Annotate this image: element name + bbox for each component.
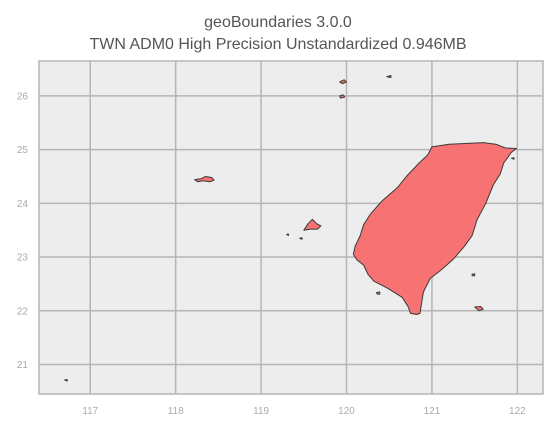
x-tick-label: 122 <box>509 406 526 417</box>
y-tick-label: 24 <box>17 199 29 210</box>
boundary-shapes <box>64 75 517 382</box>
x-axis-ticks: 117 118 119 120 121 122 <box>82 406 526 417</box>
region-orchid-island <box>474 306 484 312</box>
map-subtitle: TWN ADM0 High Precision Unstandardized 0… <box>89 36 466 53</box>
x-tick-label: 119 <box>253 406 269 417</box>
y-axis-ticks: 21 22 23 24 25 26 <box>17 91 29 371</box>
region-green-island <box>471 273 476 277</box>
region-pratas <box>64 379 68 382</box>
region-penghu-islet-b <box>286 233 289 237</box>
region-kinmen <box>194 176 215 183</box>
region-matsu-north <box>339 79 347 85</box>
x-tick-label: 117 <box>82 406 98 417</box>
x-tick-label: 118 <box>168 406 184 417</box>
region-liuqiu <box>375 291 381 295</box>
map-title: geoBoundaries 3.0.0 <box>204 14 352 31</box>
y-tick-label: 21 <box>17 360 29 371</box>
y-tick-label: 25 <box>17 145 29 156</box>
x-tick-label: 121 <box>424 406 441 417</box>
y-tick-label: 26 <box>17 91 29 102</box>
region-penghu-islet-a <box>299 237 303 240</box>
grid-lines <box>39 61 543 394</box>
region-matsu-south <box>339 94 346 99</box>
y-tick-label: 23 <box>17 253 29 264</box>
y-tick-label: 22 <box>17 306 29 317</box>
region-guishan <box>510 157 515 160</box>
region-dongyin <box>386 75 392 79</box>
region-penghu <box>303 218 322 231</box>
x-tick-label: 120 <box>338 406 355 417</box>
region-taiwan-main-island <box>352 142 517 315</box>
